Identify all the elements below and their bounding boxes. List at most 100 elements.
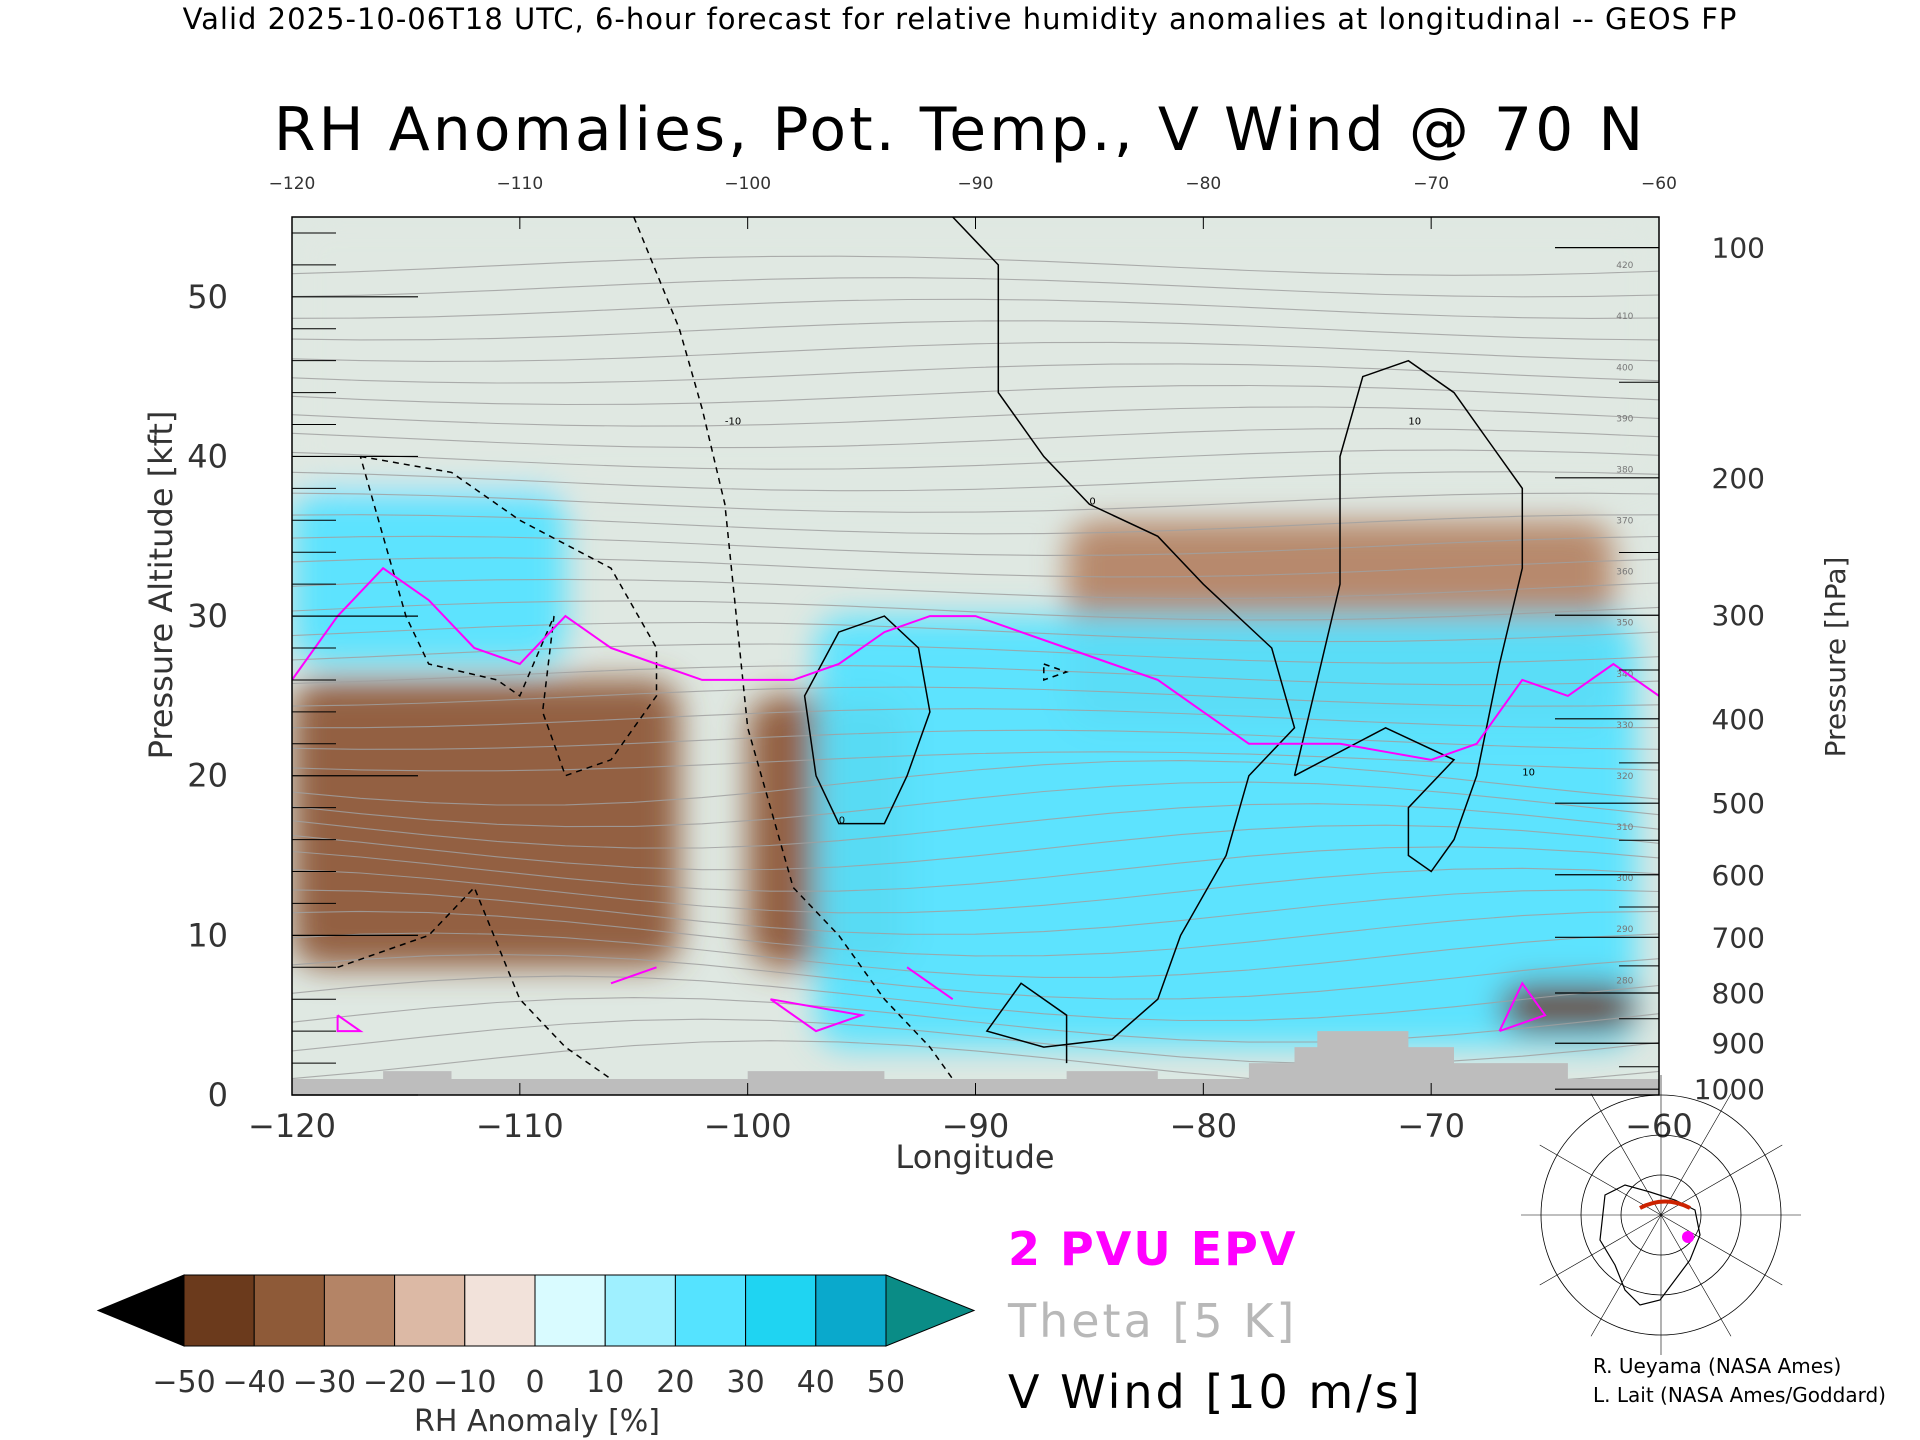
location-inset-map [1521,1075,1801,1355]
theta-contour [292,535,1659,556]
y-tick-label: 0 [208,1076,228,1114]
theta-contour [292,910,1659,957]
x-tick-label-top: −90 [958,174,994,194]
theta-contour [292,363,1659,384]
theta-contour [292,708,1659,729]
pressure-tick-label: 200 [1712,462,1765,495]
epv-2pvu-line [292,566,1659,761]
colorbar-bin [604,1274,676,1347]
y-axis-label: Pressure Altitude [kft] [142,411,180,760]
terrain-silhouette [292,1031,1659,1095]
vwind-contour-label: -10 [725,417,741,428]
theta-contour [292,953,1659,1000]
pressure-tick-label: 300 [1712,599,1765,632]
inset-coastline [1599,1184,1701,1306]
vwind-contour-label: 0 [1089,496,1095,507]
vwind-contour-label: 10 [1408,417,1421,428]
colorbar-tick-label: −10 [433,1365,496,1400]
theta-contour [292,824,1659,871]
theta-contour [292,643,1659,664]
rh-anomaly-region [292,217,1659,489]
vwind-contour [633,217,954,1080]
theta-contour [292,449,1659,470]
colorbar-tick-label: 40 [797,1365,835,1400]
theta-contour-label: 380 [1616,465,1633,475]
theta-contour [292,277,1659,298]
x-tick-label-top: −110 [496,174,543,194]
theta-contour-label: 280 [1616,976,1633,986]
colorbar-tick-label: −50 [152,1365,215,1400]
rh-anomaly-region [292,488,566,664]
colorbar-label: RH Anomaly [%] [414,1404,660,1439]
colorbar-bin [323,1274,396,1347]
colorbar-bin [815,1274,887,1347]
inset-meridian [1660,1214,1783,1286]
colorbar-over-arrow [885,1274,976,1347]
inset-meridian [1539,1144,1662,1216]
inset-location-marker [1682,1231,1694,1243]
x-tick-label: −110 [476,1107,564,1145]
theta-contour [292,889,1659,935]
vwind-contour-label: 0 [839,816,845,827]
theta-contour [292,514,1659,535]
x-tick-label: −120 [248,1107,336,1145]
theta-contour [292,621,1659,643]
legend-epv: 2 PVU EPV [1008,1222,1298,1276]
colorbar-tick-label: −30 [293,1365,356,1400]
colorbar-tick-label: 0 [525,1365,544,1400]
vwind-contour-label: 10 [1522,768,1535,779]
y-tick-label: 50 [187,278,228,316]
colorbar-bin [253,1274,325,1347]
inset-meridian [1539,1214,1662,1286]
x-tick-label: −90 [942,1107,1010,1145]
theta-contour-label: 320 [1616,772,1633,782]
theta-contour [292,557,1659,578]
pressure-tick-label: 800 [1712,977,1765,1010]
x-tick-label-top: −80 [1185,174,1221,194]
pressure-tick-label: 100 [1712,232,1765,265]
colorbar-bin [183,1274,255,1347]
pressure-tick-label: 600 [1712,859,1765,892]
inset-meridian [1660,1093,1732,1216]
chart-caption: Valid 2025-10-06T18 UTC, 6-hour forecast… [182,2,1738,36]
y-tick-label: 40 [187,437,228,475]
epv-2pvu-line [610,966,657,985]
theta-contour [292,665,1659,686]
x-tick-label-top: −120 [269,174,316,194]
x-tick-label-top: −60 [1641,174,1677,194]
theta-contour-label: 370 [1616,517,1633,527]
x-tick-label: −100 [704,1107,792,1145]
theta-contour [292,781,1659,828]
epv-2pvu-line [769,998,866,1033]
plot-area: 280 290 300 310 320 330 340 350 360 370 380 390 400 4… [292,217,1659,1095]
pressure-tick-label: 900 [1712,1027,1765,1060]
colorbar-tick-label: 10 [586,1365,624,1400]
inset-meridian [1590,1093,1662,1216]
theta-contour-label: 300 [1616,874,1633,884]
inset-meridian [1590,1214,1662,1337]
inset-section-line [1639,1199,1691,1210]
colorbar-bin [394,1274,466,1347]
theta-contour [292,600,1659,621]
vwind-contour [1043,663,1069,681]
legend-theta: Theta [5 K] [1008,1294,1298,1348]
colorbar-tick-label: 30 [727,1365,765,1400]
colorbar-bin [674,1274,747,1347]
theta-contour [292,471,1659,492]
colorbar-tick-label: 50 [867,1365,905,1400]
theta-contour-label: 360 [1616,568,1633,578]
colorbar-bin [464,1274,536,1347]
credit-line: L. Lait (NASA Ames/Goddard) [1593,1383,1886,1407]
theta-contour [292,255,1659,276]
x-tick-label-top: −100 [724,174,771,194]
colorbar-bin [745,1274,817,1347]
y-tick-label: 10 [187,916,228,954]
theta-contour-label: 390 [1616,414,1633,424]
theta-contour [292,932,1659,978]
theta-contour [292,384,1659,406]
inset-meridian [1660,1214,1732,1337]
chart-title: RH Anomalies, Pot. Temp., V Wind @ 70 N [273,95,1647,165]
theta-contour-label: 400 [1616,363,1633,373]
vwind-contour [337,886,612,1080]
